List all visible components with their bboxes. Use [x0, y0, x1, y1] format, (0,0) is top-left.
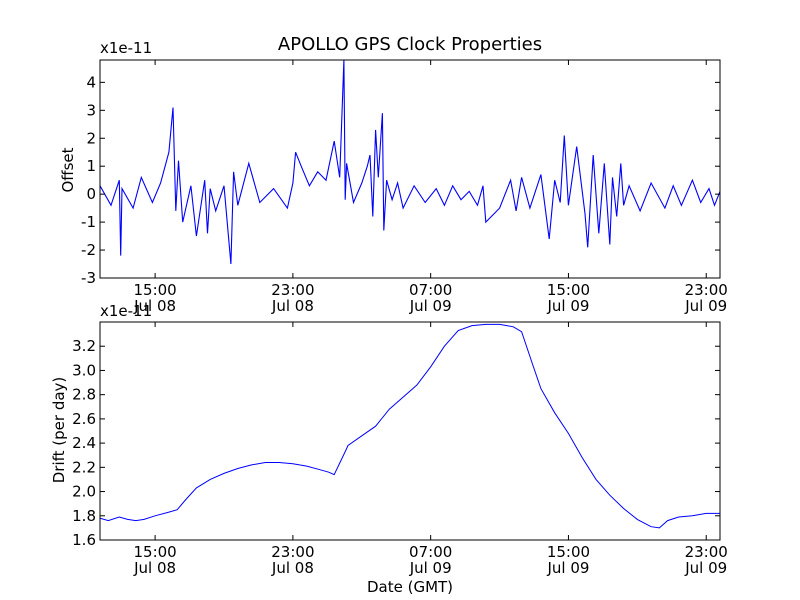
drift-scale-label: x1e-11: [100, 302, 152, 320]
drift-y-tick-label: 2.6: [72, 410, 96, 428]
offset-x-tick-date: Jul 09: [546, 297, 589, 315]
chart-title: APOLLO GPS Clock Properties: [278, 34, 542, 55]
drift-x-tick-date: Jul 09: [684, 559, 727, 577]
offset-y-tick-label: -3: [81, 269, 96, 287]
offset-y-tick-label: 3: [86, 101, 96, 119]
offset-x-tick-date: Jul 09: [409, 297, 452, 315]
drift-series-line: [100, 323, 720, 529]
drift-y-tick-label: 2.0: [72, 483, 96, 501]
offset-plot-frame: [99, 59, 721, 279]
offset-y-tick-label: 2: [86, 129, 96, 147]
offset-x-tick-date: Jul 08: [271, 297, 314, 315]
offset-y-tick-label: -1: [81, 213, 96, 231]
drift-x-tick-time: 07:00: [409, 543, 452, 561]
drift-x-tick-date: Jul 09: [546, 559, 589, 577]
offset-y-tick-label: 4: [86, 73, 96, 91]
drift-x-tick-date: Jul 08: [271, 559, 314, 577]
offset-scale-label: x1e-11: [100, 39, 152, 57]
offset-x-tick-time: 15:00: [547, 281, 590, 299]
drift-x-tick-date: Jul 09: [409, 559, 452, 577]
drift-y-tick-label: 3.2: [72, 337, 96, 355]
drift-x-tick-time: 23:00: [271, 543, 314, 561]
drift-x-tick-time: 15:00: [133, 543, 176, 561]
offset-x-tick-date: Jul 08: [133, 297, 176, 315]
drift-x-axis-label: Date (GMT): [367, 578, 453, 596]
offset-x-tick-date: Jul 09: [684, 297, 727, 315]
offset-x-tick-time: 15:00: [133, 281, 176, 299]
drift-y-tick-label: 2.8: [72, 386, 96, 404]
offset-y-tick-label: 1: [86, 157, 96, 175]
offset-y-axis-label: Offset: [59, 147, 77, 192]
drift-panel: x1e-11 Drift (per day) Date (GMT) 1.6 1.8…: [50, 302, 728, 596]
drift-y-tick-label: 3.0: [72, 361, 96, 379]
drift-y-axis-label: Drift (per day): [50, 377, 68, 484]
drift-x-tick-time: 15:00: [547, 543, 590, 561]
offset-y-tick-label: 0: [86, 185, 96, 203]
drift-x-tick-date: Jul 08: [133, 559, 176, 577]
drift-x-tick-time: 23:00: [685, 543, 728, 561]
drift-y-tick-label: 2.2: [72, 458, 96, 476]
drift-y-tick-label: 2.4: [72, 434, 96, 452]
offset-y-tick-label: -2: [81, 241, 96, 259]
drift-y-tick-label: 1.6: [72, 531, 96, 549]
drift-plot-frame: [99, 321, 721, 541]
offset-x-tick-time: 23:00: [685, 281, 728, 299]
offset-x-tick-time: 23:00: [271, 281, 314, 299]
drift-y-tick-label: 1.8: [72, 507, 96, 525]
offset-x-tick-time: 07:00: [409, 281, 452, 299]
offset-series-line: [100, 60, 720, 265]
